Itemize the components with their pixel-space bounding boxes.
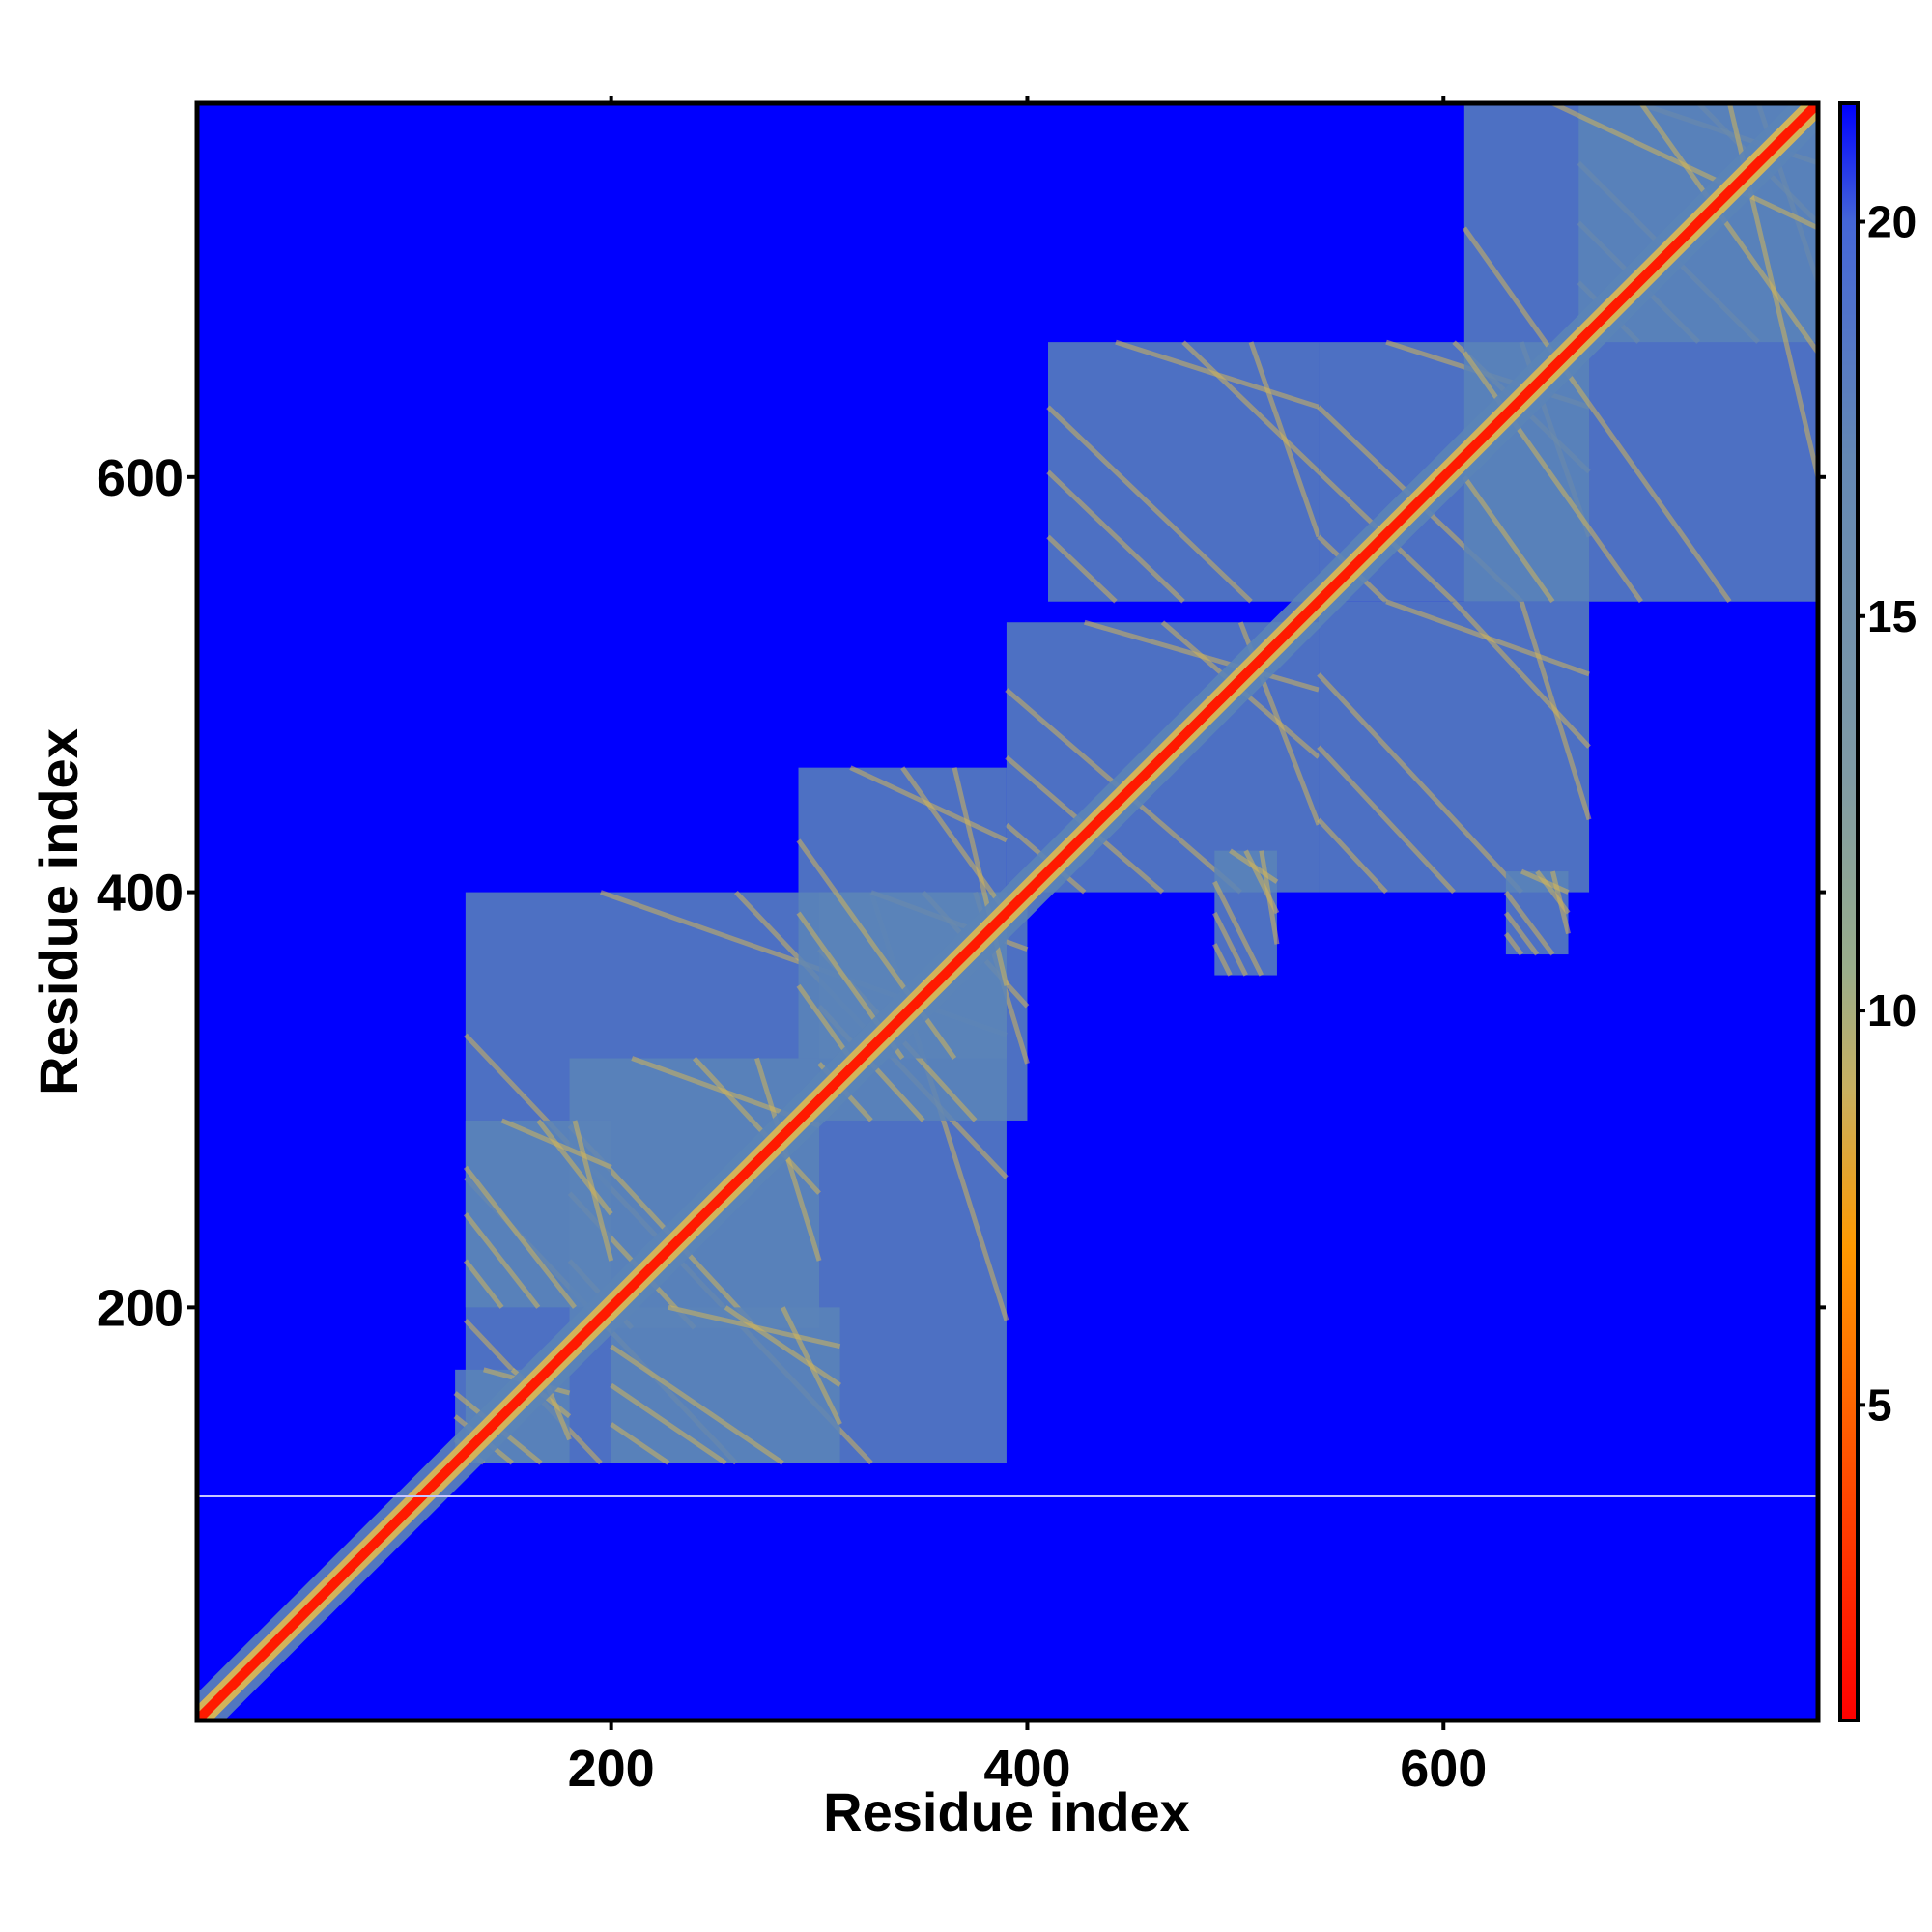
contact-stripe — [1503, 891, 1555, 956]
contact-stripe — [1212, 911, 1248, 977]
contact-stripe — [1046, 534, 1118, 604]
contact-stripe — [796, 838, 957, 1060]
plot-area — [194, 100, 1821, 1723]
contact-texture — [1503, 868, 1571, 956]
colorbar-tick-label: 15 — [1867, 591, 1917, 641]
contact-stripe — [796, 983, 853, 1060]
x-axis-title: Residue index — [823, 1781, 1190, 1842]
right-axis-ticks — [1818, 474, 1826, 1310]
contact-stripe — [463, 1259, 504, 1309]
contact-region — [1505, 871, 1569, 955]
contact-texture — [463, 1118, 614, 1309]
contact-texture — [1212, 848, 1280, 977]
colorbar: 5 10 15 20 — [1838, 101, 1917, 1722]
contact-texture — [1317, 599, 1592, 895]
contact-stripe — [610, 1382, 727, 1465]
contact-stripe — [724, 1305, 842, 1388]
top-axis-ticks — [609, 96, 1446, 103]
y-tick-label: 600 — [97, 449, 184, 507]
contact-region — [1048, 342, 1320, 602]
y-axis: 200 400 600 — [97, 449, 197, 1337]
contact-stripe — [781, 1306, 842, 1426]
x-axis: 200 400 600 — [568, 1720, 1487, 1798]
contact-stripe — [952, 767, 1009, 986]
contact-stripe — [900, 766, 1009, 915]
contact-region — [1214, 850, 1277, 976]
contact-region — [465, 1120, 611, 1308]
y-axis-title: Residue index — [28, 728, 89, 1095]
contact-region — [611, 1307, 840, 1463]
contact-stripe — [1519, 600, 1592, 821]
colorbar-gradient — [1838, 101, 1860, 1722]
contact-texture — [610, 1304, 842, 1465]
contact-stripe — [1317, 745, 1456, 895]
contact-stripe — [610, 1344, 784, 1465]
colorbar-tick-label: 10 — [1867, 985, 1917, 1036]
contact-texture — [1046, 339, 1321, 604]
contact-stripe — [1046, 405, 1253, 604]
contact-stripe — [1452, 600, 1591, 749]
contact-region — [1319, 601, 1590, 893]
contact-stripe — [1259, 850, 1280, 945]
contact-texture — [796, 765, 1009, 1060]
colorbar-ticks: 5 10 15 20 — [1858, 196, 1917, 1430]
diagonal-core — [197, 103, 1818, 1720]
x-tick-label: 600 — [1400, 1740, 1487, 1798]
contact-stripe — [1549, 870, 1571, 935]
y-tick-label: 200 — [97, 1279, 184, 1337]
contact-stripe — [1212, 943, 1233, 977]
contact-stripe — [1462, 351, 1643, 604]
contact-stripe — [1503, 932, 1524, 956]
contact-stripe — [1462, 226, 1732, 604]
contact-stripe — [1462, 475, 1555, 604]
contact-stripe — [463, 1165, 577, 1309]
contact-stripe — [1317, 672, 1523, 895]
y-tick-label: 400 — [97, 865, 184, 923]
contact-stripe — [1248, 341, 1321, 538]
contact-stripe — [610, 1422, 670, 1465]
contact-stripe — [1638, 103, 1818, 355]
diagonal-band — [197, 103, 1818, 1720]
contact-stripe — [754, 1057, 822, 1262]
contact-stripe — [1212, 880, 1264, 977]
colorbar-tick-label: 5 — [1867, 1379, 1892, 1430]
contact-stripe — [1317, 817, 1388, 895]
contact-stripe — [1503, 911, 1540, 956]
contact-stripe — [536, 1119, 613, 1216]
contact-stripe — [463, 1212, 541, 1309]
x-tick-label: 400 — [983, 1740, 1070, 1798]
x-tick-label: 200 — [568, 1740, 655, 1798]
contact-stripe — [692, 1056, 821, 1195]
colorbar-tick-label: 20 — [1867, 196, 1917, 246]
contact-stripe — [1046, 469, 1185, 604]
contact-stripe — [572, 1120, 614, 1262]
contact-texture — [1462, 103, 1818, 604]
plot-frame — [194, 100, 1821, 1723]
contact-stripe — [1181, 340, 1321, 474]
